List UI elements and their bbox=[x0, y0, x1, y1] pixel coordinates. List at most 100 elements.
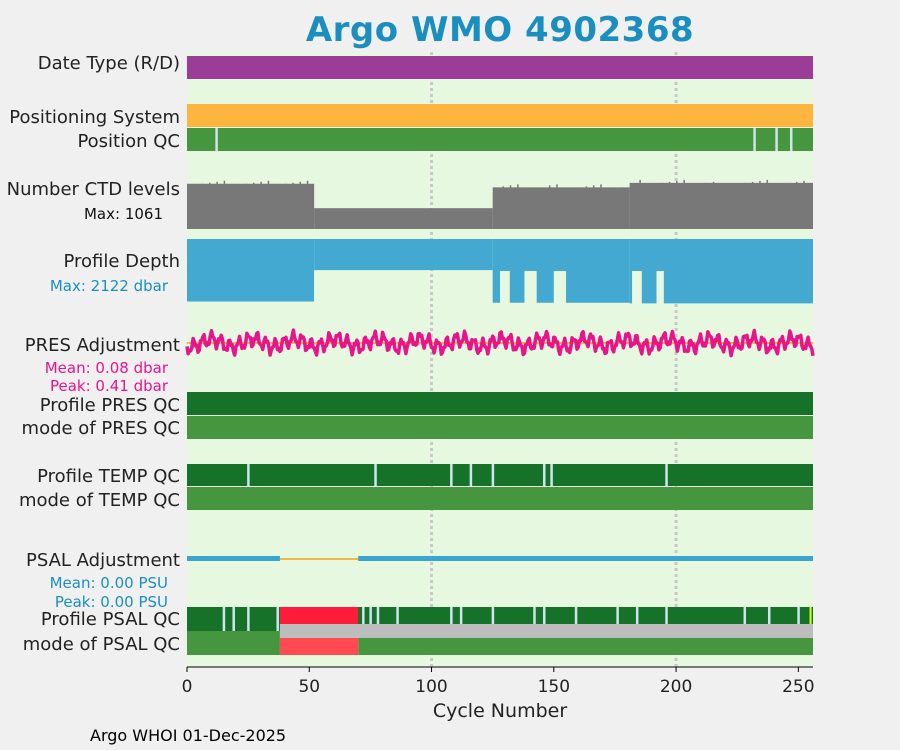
profile-depth-gap-0 bbox=[314, 271, 322, 305]
ctd-spike-7 bbox=[194, 184, 196, 229]
label-psal-adjustment: PSAL Adjustment bbox=[26, 550, 180, 571]
psal-qc-gap-7 bbox=[396, 607, 399, 631]
profile-psal-qc-bad bbox=[279, 607, 359, 624]
ctd-spike-66 bbox=[524, 189, 526, 229]
temp-qc-gap-2 bbox=[450, 464, 453, 486]
ctd-spike-40 bbox=[676, 180, 678, 229]
ctd-spike-42 bbox=[231, 185, 233, 229]
ctd-spike-69 bbox=[795, 181, 798, 229]
ctd-spike-77 bbox=[267, 180, 270, 229]
ctd-spike-61 bbox=[698, 183, 700, 229]
label-profile-psal-qc: Profile PSAL QC bbox=[41, 609, 180, 630]
ctd-spike-59 bbox=[517, 184, 519, 229]
ctd-spike-29 bbox=[306, 180, 309, 229]
position-qc-bar bbox=[187, 128, 813, 151]
ctd-spike-13 bbox=[737, 183, 739, 229]
ctd-spike-14 bbox=[201, 183, 204, 229]
x-tick-label-3: 150 bbox=[538, 677, 570, 697]
ctd-levels-bar-1 bbox=[314, 208, 493, 229]
psal-qc-gap-8 bbox=[450, 607, 453, 631]
ctd-spike-15 bbox=[292, 182, 294, 229]
ctd-spike-56 bbox=[245, 183, 248, 229]
psal-qc-gap-2 bbox=[247, 607, 250, 631]
position-qc-gap-3 bbox=[789, 128, 793, 151]
ctd-spike-27 bbox=[751, 181, 754, 229]
psal-qc-gap-11 bbox=[533, 607, 536, 631]
ctd-spike-53 bbox=[600, 184, 602, 229]
temp-qc-gap-6 bbox=[550, 464, 553, 486]
ctd-spike-5 bbox=[639, 179, 641, 229]
ctd-spike-12 bbox=[646, 184, 649, 229]
label-date-type: Date Type (R/D) bbox=[38, 53, 180, 74]
ctd-spike-67 bbox=[614, 188, 617, 229]
ctd-spike-49 bbox=[238, 184, 240, 229]
ctd-spike-41 bbox=[766, 179, 769, 229]
profile-depth-bar-0 bbox=[187, 239, 315, 302]
temp-qc-gap-4 bbox=[491, 464, 495, 486]
psal-qc-gap-17 bbox=[743, 607, 747, 631]
mode-psal-qc-good-right bbox=[358, 638, 813, 655]
psal-qc-gap-16 bbox=[665, 607, 668, 631]
label-depth-max: Max: 2122 dbar bbox=[50, 277, 169, 295]
label-position-qc: Position QC bbox=[77, 131, 180, 152]
ctd-spike-21 bbox=[209, 182, 211, 229]
label-mode-psal-qc: mode of PSAL QC bbox=[23, 634, 180, 655]
mode-temp-qc-bar bbox=[187, 487, 813, 510]
ctd-spike-55 bbox=[781, 183, 783, 229]
psal-qc-gap-12 bbox=[543, 607, 546, 631]
ctd-spike-20 bbox=[744, 182, 747, 229]
date-type-bar bbox=[187, 56, 813, 79]
psal-adjustment-bar-1 bbox=[358, 556, 813, 561]
ctd-spike-26 bbox=[661, 182, 663, 229]
ctd-spike-34 bbox=[759, 180, 761, 229]
ctd-spike-33 bbox=[668, 181, 671, 229]
ctd-spike-25 bbox=[570, 188, 573, 229]
psal-qc-gap-10 bbox=[491, 607, 495, 631]
label-mode-temp-qc: mode of TEMP QC bbox=[19, 490, 180, 511]
x-tick-label-0: 0 bbox=[182, 677, 193, 697]
ctd-spike-47 bbox=[683, 179, 685, 229]
label-positioning-system: Positioning System bbox=[9, 107, 180, 128]
psal-qc-gap-14 bbox=[616, 607, 619, 631]
ctd-levels-bar-0 bbox=[187, 183, 315, 229]
ctd-spike-45 bbox=[502, 186, 504, 229]
profile-pres-qc-bar bbox=[187, 392, 813, 415]
profile-depth-gap-2 bbox=[524, 271, 537, 305]
label-ctd-max: Max: 1061 bbox=[84, 205, 163, 223]
label-psal-mean: Mean: 0.00 PSU bbox=[50, 574, 168, 592]
mode-psal-qc-good bbox=[187, 631, 280, 655]
x-tick-label-2: 100 bbox=[415, 677, 447, 697]
label-pres-peak: Peak: 0.41 dbar bbox=[50, 377, 169, 395]
ctd-spike-76 bbox=[803, 180, 805, 229]
ctd-spike-74 bbox=[622, 187, 624, 229]
profile-depth-bar-1 bbox=[314, 239, 493, 271]
psal-qc-gap-19 bbox=[797, 607, 800, 631]
mode-pres-qc-bar bbox=[187, 416, 813, 439]
psal-qc-gap-4 bbox=[362, 607, 365, 631]
ctd-spike-1 bbox=[277, 184, 279, 229]
psal-qc-gap-13 bbox=[574, 607, 578, 631]
ctd-spike-4 bbox=[548, 185, 551, 229]
label-psal-peak: Peak: 0.00 PSU bbox=[55, 593, 168, 611]
ctd-levels-bar-2 bbox=[492, 187, 630, 229]
ctd-spike-32 bbox=[578, 187, 580, 229]
positioning-system-bar bbox=[187, 104, 813, 127]
pres-adjustment-trace bbox=[185, 328, 815, 358]
ctd-spike-0 bbox=[187, 185, 189, 229]
psal-qc-gap-5 bbox=[369, 607, 372, 631]
profile-temp-qc-bar bbox=[187, 464, 813, 486]
psal-qc-gap-0 bbox=[222, 607, 226, 631]
ctd-spike-70 bbox=[260, 181, 262, 229]
mode-psal-qc-bad bbox=[279, 638, 359, 655]
position-qc-gap-1 bbox=[753, 128, 756, 151]
ctd-spike-38 bbox=[495, 187, 497, 229]
x-tick-label-4: 200 bbox=[660, 677, 692, 697]
ctd-spike-11 bbox=[556, 184, 558, 229]
label-ctd-levels: Number CTD levels bbox=[7, 179, 180, 200]
psal-qc-gap-3 bbox=[276, 607, 279, 631]
ctd-spike-18 bbox=[563, 189, 566, 229]
label-pres-adjustment: PRES Adjustment bbox=[25, 335, 180, 356]
profile-depth-gap-5 bbox=[656, 271, 664, 305]
label-profile-pres-qc: Profile PRES QC bbox=[40, 395, 180, 416]
